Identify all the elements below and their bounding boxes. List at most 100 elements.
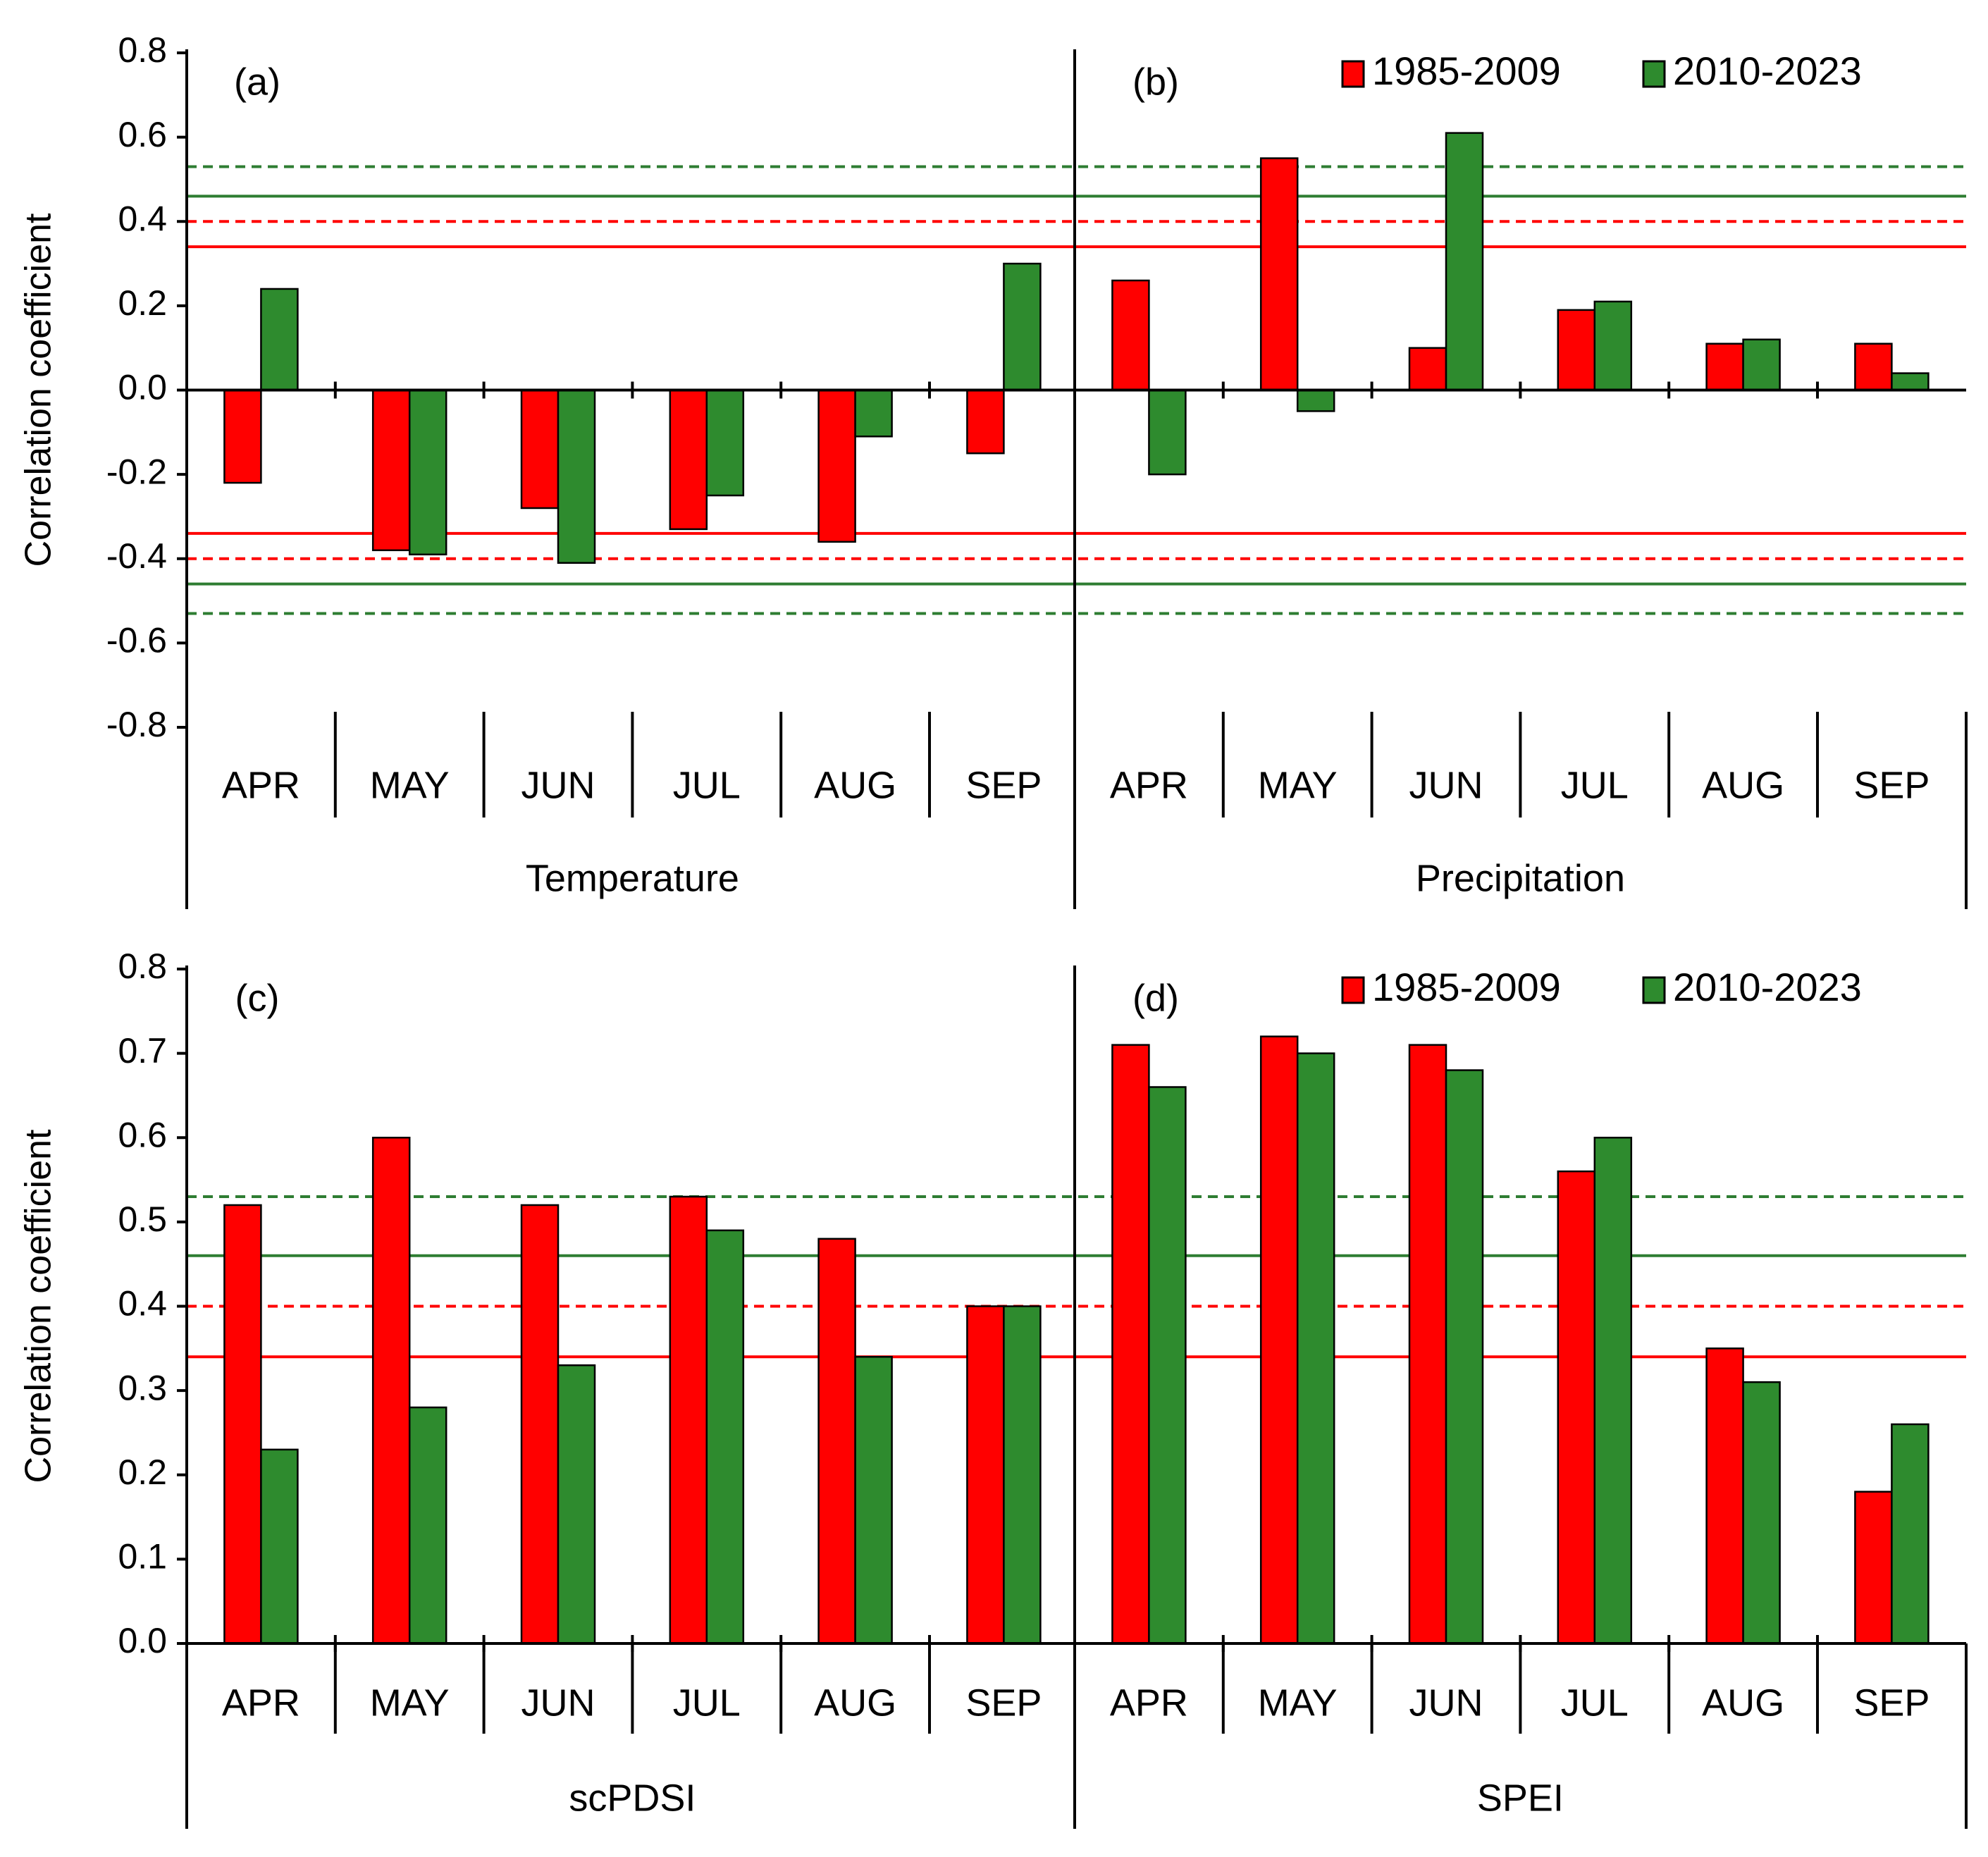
legend-label-2010-2023: 2010-2023 bbox=[1673, 965, 1862, 1009]
panel-label-d: (d) bbox=[1132, 977, 1179, 1019]
bar-sep-1985-2009 bbox=[1854, 343, 1893, 391]
month-label-jun: JUN bbox=[521, 1682, 595, 1724]
bar-aug-1985-2009 bbox=[817, 389, 856, 543]
bar-may-1985-2009 bbox=[371, 1137, 411, 1645]
bar-jul-1985-2009 bbox=[1557, 309, 1596, 391]
group-label-spei: SPEI bbox=[1477, 1777, 1564, 1819]
bar-may-2010-2023 bbox=[1296, 1052, 1335, 1645]
y-tick-label: 0.0 bbox=[118, 368, 167, 407]
month-label-aug: AUG bbox=[1702, 1682, 1784, 1724]
y-tick-label: 0.7 bbox=[118, 1031, 167, 1071]
chart-row-1: 0.8 0.6 0.4 0.2 0.0 -0.2 -0.4 -0.6 -0.8 Correlati… bbox=[18, 30, 1968, 909]
y-tick-label: -0.2 bbox=[106, 452, 167, 491]
bar-apr-1985-2009 bbox=[1111, 279, 1150, 391]
month-label-apr: APR bbox=[222, 764, 300, 806]
bar-jun-2010-2023 bbox=[1445, 132, 1484, 391]
bar-apr-2010-2023 bbox=[260, 1448, 299, 1645]
bar-jun-1985-2009 bbox=[520, 1204, 560, 1645]
bar-jun-1985-2009 bbox=[520, 389, 560, 510]
bar-jun-1985-2009 bbox=[1408, 1044, 1447, 1645]
y-tick-label: 0.4 bbox=[118, 1284, 167, 1324]
month-label-may: MAY bbox=[1258, 1682, 1338, 1724]
month-label-jun: JUN bbox=[521, 764, 595, 806]
month-label-sep: SEP bbox=[1853, 764, 1930, 806]
bar-apr-2010-2023 bbox=[1148, 1086, 1187, 1645]
bar-jul-1985-2009 bbox=[1557, 1170, 1596, 1645]
y-tick-label: -0.8 bbox=[106, 705, 167, 744]
y-axis-title: Correlation coefficient bbox=[18, 1129, 59, 1483]
bar-may-1985-2009 bbox=[1259, 1035, 1299, 1645]
bar-aug-2010-2023 bbox=[1742, 338, 1781, 391]
bar-jul-1985-2009 bbox=[669, 1195, 708, 1645]
bar-aug-1985-2009 bbox=[817, 1238, 856, 1645]
y-axis-title: Correlation coefficient bbox=[18, 213, 59, 567]
month-label-aug: AUG bbox=[814, 764, 896, 806]
group-label-temperature: Temperature bbox=[526, 857, 739, 899]
legend-swatch-2010-2023 bbox=[1642, 60, 1666, 88]
bar-apr-2010-2023 bbox=[1148, 389, 1187, 476]
panel-c-bars bbox=[223, 1137, 1042, 1645]
bar-apr-1985-2009 bbox=[223, 389, 262, 484]
y-tick-label: 0.1 bbox=[118, 1537, 167, 1577]
y-tick-label: 0.5 bbox=[118, 1199, 167, 1239]
bar-aug-2010-2023 bbox=[854, 1356, 893, 1645]
bar-sep-2010-2023 bbox=[1891, 372, 1930, 391]
month-label-may: MAY bbox=[370, 1682, 450, 1724]
month-label-may: MAY bbox=[1258, 764, 1338, 806]
legend-swatch-2010-2023 bbox=[1642, 976, 1666, 1004]
bar-sep-2010-2023 bbox=[1003, 262, 1042, 391]
bar-jul-1985-2009 bbox=[669, 389, 708, 531]
bar-jul-2010-2023 bbox=[1593, 300, 1633, 391]
bar-sep-1985-2009 bbox=[1854, 1491, 1893, 1645]
legend-swatch-1985-2009 bbox=[1341, 976, 1365, 1004]
bar-apr-1985-2009 bbox=[223, 1204, 262, 1645]
month-label-aug: AUG bbox=[1702, 764, 1784, 806]
legend-label-1985-2009: 1985-2009 bbox=[1372, 965, 1561, 1009]
panel-a-bars bbox=[223, 262, 1042, 564]
bar-may-1985-2009 bbox=[1259, 157, 1299, 391]
bar-jun-1985-2009 bbox=[1408, 347, 1447, 391]
panel-label-a: (a) bbox=[234, 61, 280, 103]
month-label-sep: SEP bbox=[965, 764, 1042, 806]
bar-apr-2010-2023 bbox=[260, 288, 299, 391]
panel-label-c: (c) bbox=[235, 977, 280, 1019]
month-label-jul: JUL bbox=[1561, 764, 1629, 806]
month-label-may: MAY bbox=[370, 764, 450, 806]
chart-row-2: 0.8 0.7 0.6 0.5 0.4 0.3 0.2 0.1 0.0 Correlation c… bbox=[18, 946, 1968, 1829]
bar-jul-2010-2023 bbox=[1593, 1137, 1633, 1645]
y-tick-label: 0.6 bbox=[118, 1115, 167, 1154]
bar-may-2010-2023 bbox=[408, 1406, 447, 1645]
month-label-jul: JUL bbox=[673, 764, 741, 806]
bar-jun-2010-2023 bbox=[557, 389, 596, 564]
y-tick-label: 0.2 bbox=[118, 283, 167, 323]
month-label-apr: APR bbox=[1110, 764, 1188, 806]
bar-sep-2010-2023 bbox=[1003, 1305, 1042, 1645]
month-label-jun: JUN bbox=[1409, 1682, 1483, 1724]
bar-apr-1985-2009 bbox=[1111, 1044, 1150, 1645]
legend-label-1985-2009: 1985-2009 bbox=[1372, 49, 1561, 93]
y-tick-label: 0.3 bbox=[118, 1368, 167, 1407]
bar-jul-2010-2023 bbox=[705, 389, 745, 497]
y-tick-label: 0.0 bbox=[118, 1621, 167, 1660]
y-tick-label: 0.8 bbox=[118, 30, 167, 70]
month-label-sep: SEP bbox=[1853, 1682, 1930, 1724]
bar-jun-2010-2023 bbox=[557, 1364, 596, 1645]
panel-label-b: (b) bbox=[1132, 61, 1179, 103]
month-label-jun: JUN bbox=[1409, 764, 1483, 806]
bar-aug-1985-2009 bbox=[1705, 1347, 1744, 1645]
bar-aug-2010-2023 bbox=[854, 389, 893, 438]
month-label-apr: APR bbox=[1110, 1682, 1188, 1724]
bar-sep-1985-2009 bbox=[966, 389, 1005, 455]
month-label-jul: JUL bbox=[1561, 1682, 1629, 1724]
y-tick-label: 0.2 bbox=[118, 1452, 167, 1492]
legend: 1985-2009 2010-2023 bbox=[1341, 49, 1862, 93]
bar-aug-2010-2023 bbox=[1742, 1381, 1781, 1645]
month-label-sep: SEP bbox=[965, 1682, 1042, 1724]
bar-may-1985-2009 bbox=[371, 389, 411, 552]
y-tick-label: 0.4 bbox=[118, 199, 167, 238]
group-label-scpdsi: scPDSI bbox=[569, 1777, 696, 1819]
month-label-apr: APR bbox=[222, 1682, 300, 1724]
bar-may-2010-2023 bbox=[1296, 389, 1335, 412]
bar-may-2010-2023 bbox=[408, 389, 447, 556]
